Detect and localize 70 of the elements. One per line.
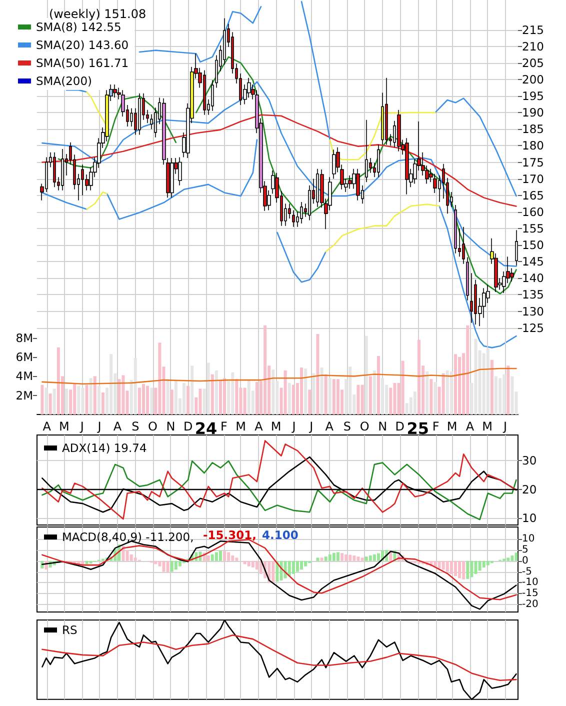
x-tick-label: D <box>183 420 193 434</box>
y-tick-label: 6M <box>16 350 33 364</box>
text: (weekly) 151.08 <box>49 7 146 21</box>
y-tick-label: 210 <box>522 39 544 54</box>
y-tick-label: 140 <box>522 271 544 286</box>
x-tick-label: J <box>96 420 102 434</box>
y-tick-label: 215 <box>522 22 544 37</box>
x-tick-label: A <box>113 420 122 434</box>
y-tick-label: -5 <box>522 566 532 578</box>
y-tick-label: 165 <box>522 188 544 202</box>
x-tick-label: N <box>166 420 176 434</box>
y-tick-label: 20 <box>522 482 537 496</box>
y-tick-label: 175 <box>522 155 544 170</box>
legend-label: SMA(200) <box>36 74 92 88</box>
x-tick-label: J <box>291 420 296 434</box>
y-tick-label: 130 <box>522 304 544 318</box>
x-tick-label: O <box>148 420 158 434</box>
x-tick-label: M <box>482 420 492 434</box>
x-tick-label: D <box>395 420 405 434</box>
x-tick-label: M <box>236 420 246 434</box>
x-tick-label: 25 <box>406 419 429 438</box>
legend-label: SMA(20) 143.60 <box>36 38 129 52</box>
x-tick-label: S <box>343 420 352 434</box>
x-tick-label: J <box>79 420 84 434</box>
x-tick-label: N <box>378 420 388 434</box>
y-tick-label: 150 <box>522 238 544 252</box>
x-tick-label: O <box>360 420 370 434</box>
legend-label: RS <box>62 623 78 637</box>
y-tick-label: 10 <box>522 510 537 525</box>
x-tick-label: A <box>325 420 334 434</box>
y-tick-label: 8M <box>16 330 33 345</box>
x-tick-label: M <box>59 420 70 434</box>
legend-label: ADX(14) 19.74 <box>62 441 147 455</box>
x-tick-label: 24 <box>194 419 218 438</box>
y-tick-label: 30 <box>522 454 537 468</box>
x-tick-label: J <box>308 420 314 434</box>
x-tick-label: M <box>270 420 282 434</box>
y-tick-label: 145 <box>522 254 544 269</box>
y-tick-label: 180 <box>522 138 544 153</box>
y-tick-label: 160 <box>522 204 544 219</box>
y-tick-label: -10 <box>522 577 538 588</box>
x-tick-label: A <box>254 420 264 434</box>
y-tick-label: 155 <box>522 221 544 236</box>
legend-label: SMA(8) 142.55 <box>36 20 122 34</box>
x-tick-label: J <box>502 420 508 434</box>
y-tick-label: 200 <box>522 72 544 86</box>
y-tick-label: 135 <box>522 288 544 302</box>
y-tick-label: 185 <box>522 122 544 136</box>
y-tick-label: 195 <box>522 89 544 104</box>
x-tick-label: A <box>466 420 475 434</box>
legend-label: SMA(50) 161.71 <box>36 56 129 70</box>
y-tick-label: 125 <box>522 320 544 335</box>
y-tick-label: 5 <box>522 544 528 556</box>
y-tick-label: 10 <box>522 534 535 545</box>
y-tick-label: 2M <box>16 388 33 402</box>
legend-label: MACD(8,40,9) -11.200, <box>62 530 194 544</box>
y-tick-label: 4M <box>16 369 33 384</box>
y-tick-label: 205 <box>522 56 544 70</box>
annotation: 4.100 <box>262 528 298 542</box>
y-tick-label: 0 <box>522 555 528 566</box>
x-tick-label: F <box>432 420 440 434</box>
x-tick-label: A <box>42 420 52 434</box>
y-tick-label: 170 <box>522 172 544 186</box>
annotation: -15.301, <box>203 528 257 542</box>
x-tick-label: M <box>446 420 458 434</box>
x-tick-label: S <box>132 420 140 434</box>
y-tick-label: -15 <box>522 588 538 600</box>
y-tick-label: -20 <box>522 598 538 610</box>
x-tick-label: F <box>220 420 228 434</box>
y-tick-label: 190 <box>522 106 544 120</box>
